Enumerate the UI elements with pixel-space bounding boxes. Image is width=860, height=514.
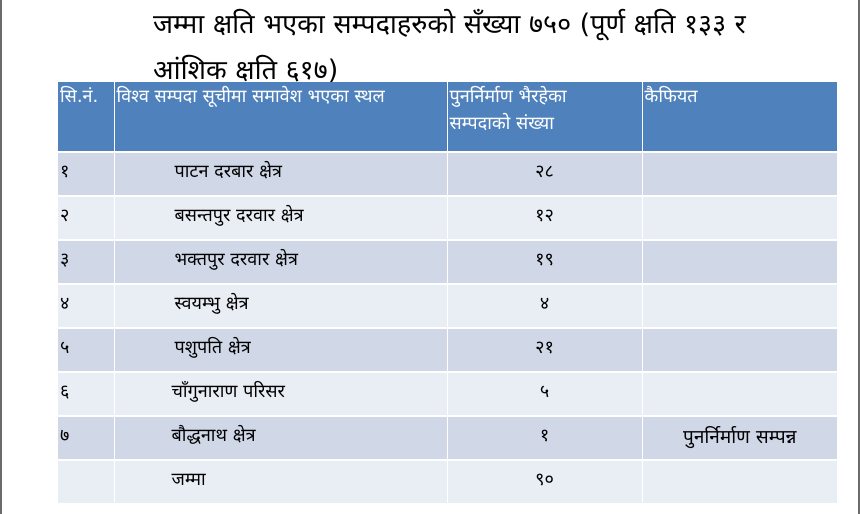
cell-serial-number: २ <box>58 196 115 241</box>
cell-remarks <box>642 284 837 329</box>
cell-reconstruction-count: १९ <box>447 240 643 285</box>
table-row: ४ स्वयम्भु क्षेत्र ४ <box>58 284 837 329</box>
cell-heritage-site: भक्तपुर दरवार क्षेत्र <box>114 240 448 285</box>
cell-heritage-site: स्वयम्भु क्षेत्र <box>114 284 448 329</box>
cell-reconstruction-count: १ <box>447 416 643 461</box>
table-row: ३ भक्तपुर दरवार क्षेत्र १९ <box>58 240 837 285</box>
table-total-row: जम्मा ९० <box>58 460 837 505</box>
cell-serial-number: ६ <box>58 372 115 417</box>
cell-total-remarks <box>642 460 837 505</box>
cell-total-label: जम्मा <box>114 460 448 505</box>
cell-serial-number: १ <box>58 152 115 197</box>
heritage-table-container: सि.नं. विश्व सम्पदा सूचीमा समावेश भएका स… <box>58 82 837 505</box>
cell-reconstruction-count: २१ <box>447 328 643 373</box>
header-count-line-2: सम्पदाको संख्या <box>449 113 554 134</box>
heritage-reconstruction-table: सि.नं. विश्व सम्पदा सूचीमा समावेश भएका स… <box>58 82 837 505</box>
cell-remarks <box>642 196 837 241</box>
slide-right-border <box>858 0 860 514</box>
slide-heading: जम्मा क्षति भएका सम्पदाहरुको सँख्या ७५० … <box>153 2 833 94</box>
heading-line-1: जम्मा क्षति भएका सम्पदाहरुको सँख्या ७५० … <box>153 9 746 40</box>
cell-total-serial <box>58 460 115 505</box>
table-row: ५ पशुपति क्षेत्र २१ <box>58 328 837 373</box>
cell-serial-number: ५ <box>58 328 115 373</box>
table-row: २ बसन्तपुर दरवार क्षेत्र १२ <box>58 196 837 241</box>
header-reconstruction-count: पुनर्निर्माण भैरहेका सम्पदाको संख्या <box>447 82 643 153</box>
cell-reconstruction-count: २८ <box>447 152 643 197</box>
cell-remarks <box>642 152 837 197</box>
cell-heritage-site: पाटन दरबार क्षेत्र <box>114 152 448 197</box>
cell-total-count: ९० <box>447 460 643 505</box>
header-remarks: कैफियत <box>642 82 837 153</box>
table-row: ६ चाँगुनाराण परिसर ५ <box>58 372 837 417</box>
cell-heritage-site: बौद्धनाथ क्षेत्र <box>114 416 448 461</box>
cell-heritage-site: चाँगुनाराण परिसर <box>114 372 448 417</box>
cell-remarks <box>642 328 837 373</box>
cell-heritage-site: पशुपति क्षेत्र <box>114 328 448 373</box>
heading-line-2: आंशिक क्षति ६१७) <box>153 55 339 86</box>
cell-serial-number: ७ <box>58 416 115 461</box>
cell-reconstruction-count: ४ <box>447 284 643 329</box>
cell-serial-number: ३ <box>58 240 115 285</box>
cell-reconstruction-count: ५ <box>447 372 643 417</box>
cell-reconstruction-count: १२ <box>447 196 643 241</box>
cell-remarks <box>642 372 837 417</box>
slide-left-border <box>0 0 2 514</box>
header-count-line-1: पुनर्निर्माण भैरहेका <box>449 86 567 107</box>
cell-serial-number: ४ <box>58 284 115 329</box>
header-serial-number: सि.नं. <box>58 82 115 153</box>
cell-heritage-site: बसन्तपुर दरवार क्षेत्र <box>114 196 448 241</box>
cell-remarks: पुनर्निर्माण सम्पन्न <box>642 416 837 461</box>
header-heritage-site: विश्व सम्पदा सूचीमा समावेश भएका स्थल <box>114 82 448 153</box>
table-header-row: सि.नं. विश्व सम्पदा सूचीमा समावेश भएका स… <box>58 82 837 153</box>
table-row: ७ बौद्धनाथ क्षेत्र १ पुनर्निर्माण सम्पन्… <box>58 416 837 461</box>
table-row: १ पाटन दरबार क्षेत्र २८ <box>58 152 837 197</box>
cell-remarks <box>642 240 837 285</box>
